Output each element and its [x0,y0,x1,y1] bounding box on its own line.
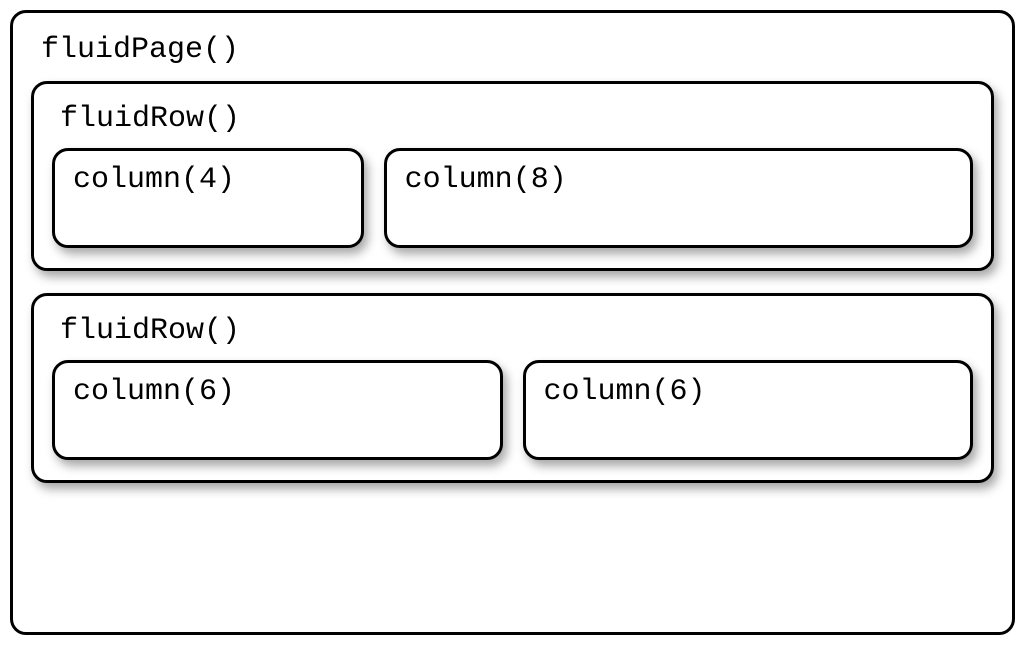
columns-container: column(6) column(6) [52,360,973,460]
column-box: column(6) [523,360,974,460]
fluid-page-label: fluidPage() [31,27,994,77]
columns-container: column(4) column(8) [52,148,973,248]
column-box: column(8) [384,148,973,248]
column-label: column(6) [540,373,957,411]
column-label: column(4) [69,161,347,199]
column-box: column(6) [52,360,503,460]
column-label: column(6) [69,373,486,411]
fluid-row-label: fluidRow() [52,310,973,360]
column-label: column(8) [401,161,956,199]
column-box: column(4) [52,148,364,248]
fluid-row-label: fluidRow() [52,98,973,148]
fluid-row-box: fluidRow() column(6) column(6) [31,293,994,483]
fluid-page-box: fluidPage() fluidRow() column(4) column(… [10,10,1015,635]
fluid-row-box: fluidRow() column(4) column(8) [31,81,994,271]
